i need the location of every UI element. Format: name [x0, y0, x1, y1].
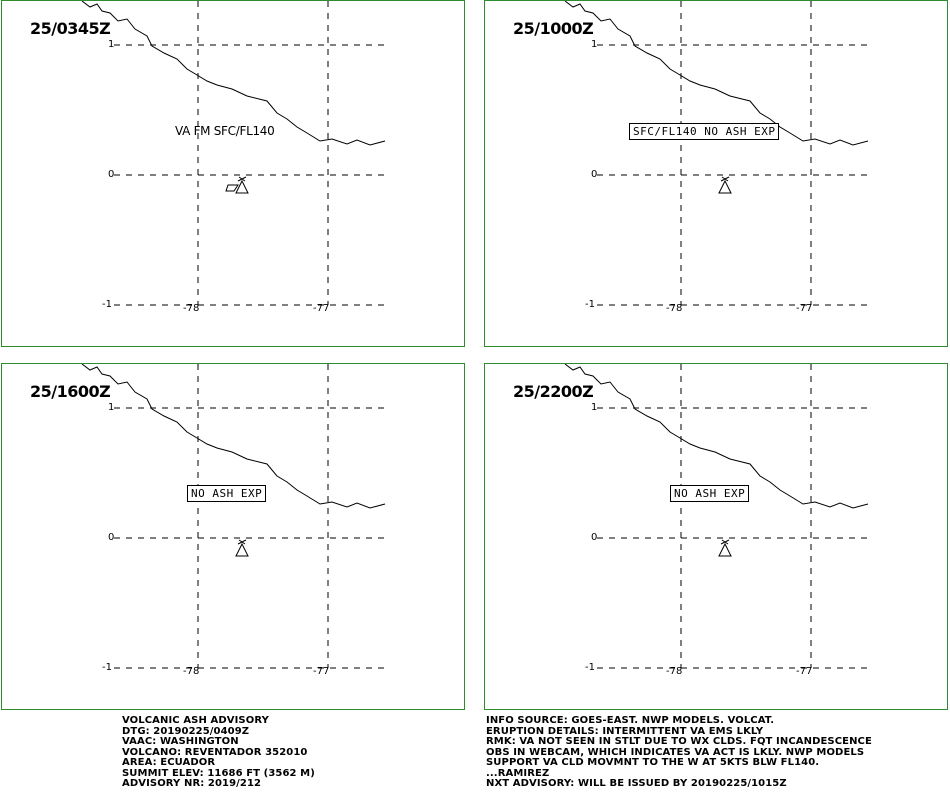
lon-label-77: -77	[313, 303, 330, 314]
ash-label: VA FM SFC/FL140	[175, 124, 275, 138]
map-graphic	[81, 364, 387, 669]
lat-label-1: 1	[108, 402, 115, 413]
grid-lines	[114, 1, 387, 306]
lat-label-1: 1	[108, 39, 115, 50]
ash-label: NO ASH EXP	[670, 485, 750, 502]
advisory-line: OBS IN WEBCAM, WHICH INDICATES VA ACT IS…	[486, 746, 865, 758]
advisory-line: VOLCANO: REVENTADOR 352010	[122, 746, 308, 758]
lon-label-77: -77	[796, 303, 813, 314]
map-graphic	[564, 364, 870, 669]
volcano-icon	[235, 539, 249, 557]
lon-label-78: -78	[183, 666, 200, 677]
advisory-line: DTG: 20190225/0409Z	[122, 725, 250, 737]
lat-label-neg1: -1	[102, 662, 112, 673]
lon-label-77: -77	[796, 666, 813, 677]
lon-label-77: -77	[313, 666, 330, 677]
lon-label-78: -78	[666, 666, 683, 677]
advisory-line: SUMMIT ELEV: 11686 FT (3562 M)	[122, 767, 315, 779]
advisory-line: ERUPTION DETAILS: INTERMITTENT VA EMS LK…	[486, 725, 764, 737]
lat-label-neg1: -1	[102, 299, 112, 310]
grid-lines	[597, 1, 870, 306]
advisory-line: RMK: VA NOT SEEN IN STLT DUE TO WX CLDS.…	[486, 736, 872, 747]
forecast-panel-4: 25/2200Z 1 0 -1 -78 -77 NO ASH EXP	[484, 363, 948, 710]
grid-lines	[597, 364, 870, 669]
grid-lines	[114, 364, 387, 669]
forecast-panel-2: 25/1000Z 1 0 -1 -78 -77 SFC/FL140 NO ASH…	[484, 0, 948, 347]
lat-label-0: 0	[591, 169, 598, 180]
advisory-line: INFO SOURCE: GOES-EAST. NWP MODELS. VOLC…	[486, 715, 775, 726]
forecast-panel-3: 25/1600Z 1 0 -1 -78 -77 NO ASH EXP	[1, 363, 465, 710]
advisory-line: NXT ADVISORY: WILL BE ISSUED BY 20190225…	[486, 778, 787, 789]
advisory-line: AREA: ECUADOR	[122, 757, 216, 768]
lat-label-neg1: -1	[585, 299, 595, 310]
map-graphic	[81, 1, 387, 306]
advisory-line: ADVISORY NR: 2019/212	[122, 778, 262, 789]
panel-time: 25/2200Z	[513, 382, 594, 401]
coastline	[81, 1, 386, 146]
advisory-line: SUPPORT VA CLD MOVMNT TO THE W AT 5KTS B…	[486, 757, 820, 768]
lat-label-0: 0	[108, 532, 115, 543]
lat-label-1: 1	[591, 402, 598, 413]
lat-label-neg1: -1	[585, 662, 595, 673]
volcano-icon	[718, 539, 732, 557]
lat-label-0: 0	[108, 169, 115, 180]
advisory-line: ...RAMIREZ	[486, 767, 550, 779]
lat-label-0: 0	[591, 532, 598, 543]
coastline	[564, 1, 869, 146]
ash-label: SFC/FL140 NO ASH EXP	[629, 123, 780, 140]
volcano-icon	[225, 176, 249, 194]
advisory-remarks-text: INFO SOURCE: GOES-EAST. NWP MODELS. VOLC…	[486, 715, 872, 790]
advisory-line: VAAC: WASHINGTON	[122, 736, 239, 747]
panel-time: 25/0345Z	[30, 19, 111, 38]
map-graphic	[564, 1, 870, 306]
coastline	[81, 364, 386, 509]
coastline	[564, 364, 869, 509]
advisory-line: VOLCANIC ASH ADVISORY	[122, 715, 269, 726]
panel-time: 25/1600Z	[30, 382, 111, 401]
ash-label: NO ASH EXP	[187, 485, 267, 502]
lon-label-78: -78	[183, 303, 200, 314]
lon-label-78: -78	[666, 303, 683, 314]
panel-time: 25/1000Z	[513, 19, 594, 38]
volcano-icon	[718, 176, 732, 194]
forecast-panel-1: 25/0345Z 1 0 -1 -78 -77 VA FM SFC/FL140	[1, 0, 465, 347]
lat-label-1: 1	[591, 39, 598, 50]
advisory-header-text: VOLCANIC ASH ADVISORY DTG: 20190225/0409Z…	[122, 715, 315, 790]
